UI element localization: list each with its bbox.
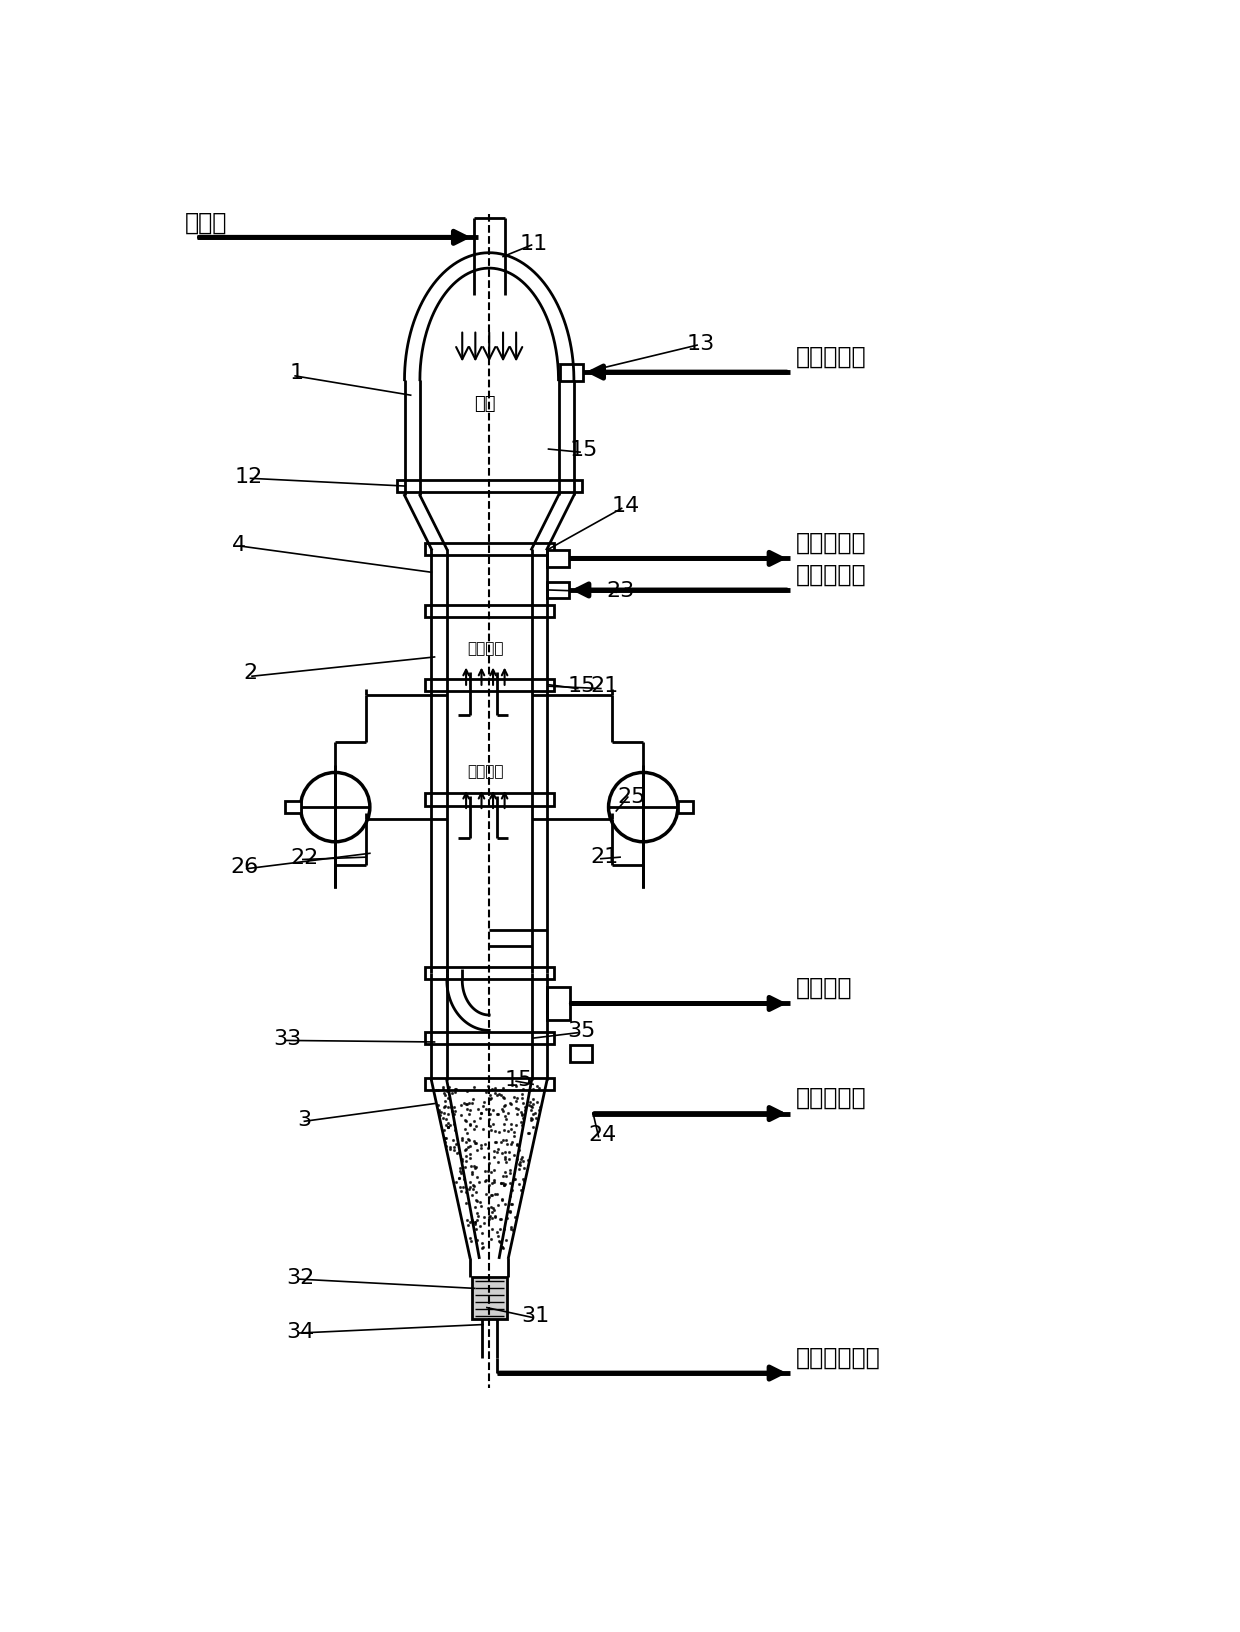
Text: 35: 35: [568, 1020, 595, 1041]
Bar: [560, 364, 583, 382]
Bar: [424, 679, 554, 692]
Text: 23: 23: [606, 581, 634, 601]
Bar: [397, 480, 582, 493]
Text: 22: 22: [290, 847, 319, 868]
Text: 冷气冷气: 冷气冷气: [467, 764, 503, 778]
Text: 33: 33: [273, 1028, 301, 1048]
Text: 31: 31: [521, 1306, 549, 1325]
Text: 1: 1: [290, 362, 304, 384]
Text: 26: 26: [231, 857, 258, 876]
Text: 混合气体: 混合气体: [796, 976, 852, 999]
Text: 2: 2: [243, 663, 258, 682]
Text: 高温保温气: 高温保温气: [796, 530, 867, 555]
Text: 15: 15: [505, 1069, 533, 1089]
Text: 34: 34: [286, 1320, 315, 1342]
Bar: [678, 801, 693, 814]
Text: 11: 11: [520, 233, 548, 253]
Bar: [547, 996, 568, 1012]
Text: 15: 15: [569, 439, 598, 460]
Text: 高温保温气: 高温保温气: [796, 344, 867, 369]
Text: 14: 14: [611, 496, 640, 516]
Bar: [424, 966, 554, 979]
Text: 冷气冷气: 冷气冷气: [467, 641, 503, 656]
Text: 工艺气: 工艺气: [185, 211, 227, 235]
Bar: [570, 1046, 591, 1062]
Bar: [424, 605, 554, 617]
Text: 结晶固体物料: 结晶固体物料: [796, 1345, 880, 1369]
Text: 25: 25: [618, 787, 646, 806]
Text: 24: 24: [588, 1124, 616, 1144]
Bar: [424, 793, 554, 806]
Text: 32: 32: [286, 1266, 315, 1288]
Bar: [424, 1033, 554, 1044]
Text: 热气: 热气: [475, 395, 496, 413]
Bar: [547, 550, 568, 568]
Text: 21: 21: [590, 676, 619, 695]
Text: 21: 21: [590, 845, 619, 867]
Bar: [547, 583, 568, 599]
Bar: [424, 543, 554, 557]
Bar: [424, 1079, 554, 1090]
Text: 12: 12: [234, 467, 263, 486]
Text: 中温保温气: 中温保温气: [796, 561, 867, 586]
Bar: [472, 1276, 507, 1319]
Text: 13: 13: [687, 333, 715, 354]
Text: 4: 4: [232, 534, 246, 555]
Text: 3: 3: [298, 1110, 311, 1129]
Text: 15: 15: [568, 676, 595, 695]
Text: 中温保温气: 中温保温气: [796, 1085, 867, 1110]
Bar: [285, 801, 300, 814]
Bar: [547, 987, 570, 1020]
